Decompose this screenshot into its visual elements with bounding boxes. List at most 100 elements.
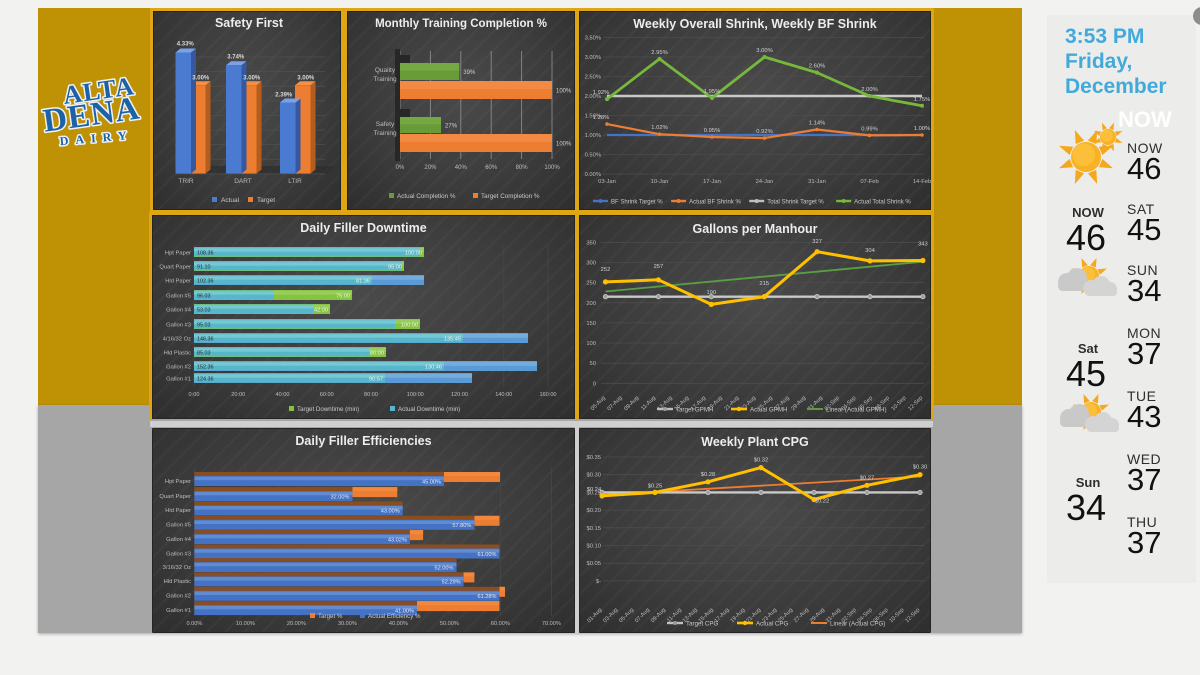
svg-text:215: 215 — [759, 281, 769, 287]
svg-text:146.36: 146.36 — [197, 336, 214, 342]
svg-text:3.50%: 3.50% — [585, 36, 601, 42]
svg-text:3.00%: 3.00% — [585, 55, 601, 61]
svg-text:Gallon #4: Gallon #4 — [166, 307, 192, 313]
svg-text:1.02%: 1.02% — [651, 125, 667, 131]
svg-text:91.10: 91.10 — [197, 264, 211, 270]
svg-text:Actual Downtime (min): Actual Downtime (min) — [398, 406, 460, 413]
svg-text:Safety First: Safety First — [215, 16, 284, 30]
svg-text:Hld Plastic: Hld Plastic — [164, 350, 191, 356]
svg-text:07-Feb: 07-Feb — [860, 179, 878, 185]
svg-text:$0.30: $0.30 — [586, 473, 601, 479]
svg-text:Gallon #3: Gallon #3 — [166, 322, 191, 328]
svg-text:03-Aug: 03-Aug — [602, 607, 619, 624]
svg-text:2.00%: 2.00% — [861, 87, 877, 93]
svg-text:TRIR: TRIR — [178, 178, 193, 185]
svg-text:Actual BF Shrink %: Actual BF Shrink % — [689, 200, 741, 206]
svg-text:10-Sep: 10-Sep — [891, 395, 908, 412]
svg-text:Actual Completion %: Actual Completion % — [397, 193, 456, 200]
svg-text:Actual CPG: Actual CPG — [756, 621, 789, 628]
svg-text:Quart Paper: Quart Paper — [159, 264, 191, 270]
svg-text:Gallon #1: Gallon #1 — [166, 376, 191, 382]
svg-text:Hld Plastic: Hld Plastic — [164, 579, 191, 585]
svg-text:1.75%: 1.75% — [914, 97, 930, 103]
svg-text:327: 327 — [812, 239, 822, 245]
svg-text:05-Aug: 05-Aug — [618, 607, 635, 624]
svg-text:20.00%: 20.00% — [287, 621, 306, 627]
svg-text:343: 343 — [918, 242, 928, 248]
svg-text:50.00%: 50.00% — [440, 621, 459, 627]
svg-text:14-Feb: 14-Feb — [913, 179, 931, 185]
svg-text:Actual Efficiency %: Actual Efficiency % — [368, 613, 421, 620]
svg-text:Gallons per Manhour: Gallons per Manhour — [692, 222, 817, 236]
svg-text:42:00: 42:00 — [314, 307, 328, 313]
svg-text:190: 190 — [706, 290, 716, 296]
svg-text:1.28%: 1.28% — [593, 115, 609, 121]
svg-text:LTIR: LTIR — [288, 178, 302, 185]
svg-text:10-Jan: 10-Jan — [651, 179, 669, 185]
svg-text:Gallon #1: Gallon #1 — [166, 608, 191, 614]
svg-text:100:00: 100:00 — [405, 250, 422, 256]
svg-text:$0.25: $0.25 — [586, 490, 601, 496]
svg-text:61.28%: 61.28% — [478, 594, 497, 600]
svg-text:Daily Filler Downtime: Daily Filler Downtime — [300, 221, 426, 235]
svg-text:52.00%: 52.00% — [435, 565, 454, 571]
svg-text:2.60%: 2.60% — [809, 64, 825, 70]
svg-text:3.00%: 3.00% — [243, 75, 261, 81]
svg-text:27-Aug: 27-Aug — [793, 607, 810, 624]
svg-text:17-Jan: 17-Jan — [703, 179, 721, 185]
svg-text:2.95%: 2.95% — [651, 50, 667, 56]
svg-text:45.00%: 45.00% — [422, 479, 441, 485]
svg-text:3.00%: 3.00% — [192, 75, 210, 81]
svg-text:160:00: 160:00 — [539, 392, 556, 398]
svg-text:05-Aug: 05-Aug — [590, 395, 607, 412]
svg-text:Actual GPMH: Actual GPMH — [750, 407, 787, 414]
svg-text:$0.22: $0.22 — [815, 498, 830, 504]
svg-text:Daily Filler Efficiencies: Daily Filler Efficiencies — [295, 434, 431, 448]
svg-text:130:46: 130:46 — [425, 364, 442, 370]
svg-text:Safety: Safety — [376, 121, 395, 128]
svg-text:Monthly Training Completion %: Monthly Training Completion % — [375, 18, 547, 30]
svg-text:3/16/32 Oz: 3/16/32 Oz — [163, 565, 191, 571]
svg-text:39%: 39% — [463, 70, 476, 76]
svg-text:24-Jan: 24-Jan — [756, 179, 774, 185]
svg-text:135:45: 135:45 — [444, 336, 461, 342]
svg-text:81:36: 81:36 — [356, 278, 370, 284]
svg-text:200: 200 — [586, 301, 596, 307]
svg-text:$0.30: $0.30 — [913, 465, 928, 471]
svg-text:70.00%: 70.00% — [542, 621, 561, 627]
svg-text:DART: DART — [234, 178, 252, 185]
svg-text:41.00%: 41.00% — [395, 608, 414, 614]
svg-text:Hpt Paper: Hpt Paper — [165, 250, 191, 256]
svg-text:150: 150 — [586, 321, 596, 327]
svg-text:0%: 0% — [396, 165, 405, 171]
svg-text:1.00%: 1.00% — [585, 133, 601, 139]
svg-text:60:00: 60:00 — [320, 392, 334, 398]
svg-text:1.50%: 1.50% — [585, 114, 601, 120]
svg-text:BF Shrink Target %: BF Shrink Target % — [611, 200, 663, 206]
svg-text:01-Aug: 01-Aug — [586, 607, 603, 624]
svg-text:50: 50 — [590, 361, 596, 367]
svg-text:Gallon #3: Gallon #3 — [166, 551, 191, 557]
svg-text:100%: 100% — [556, 89, 572, 95]
svg-text:Target Downtime (min): Target Downtime (min) — [297, 406, 359, 413]
svg-text:DAIRY: DAIRY — [59, 128, 134, 148]
svg-text:1.14%: 1.14% — [809, 121, 825, 127]
svg-text:53.03: 53.03 — [197, 307, 211, 313]
svg-text:100%: 100% — [544, 165, 560, 171]
svg-text:85.03: 85.03 — [197, 350, 211, 356]
svg-text:Gallon #2: Gallon #2 — [166, 594, 191, 600]
svg-text:10.00%: 10.00% — [236, 621, 255, 627]
svg-text:29-Aug: 29-Aug — [790, 395, 807, 412]
svg-text:4.33%: 4.33% — [177, 42, 195, 48]
svg-text:60%: 60% — [485, 165, 498, 171]
svg-text:20:00: 20:00 — [231, 392, 245, 398]
svg-text:61.00%: 61.00% — [478, 552, 497, 558]
svg-text:1.92%: 1.92% — [593, 90, 609, 96]
svg-text:43.00%: 43.00% — [381, 509, 400, 515]
svg-text:$0.20: $0.20 — [586, 508, 601, 514]
svg-text:2.39%: 2.39% — [275, 93, 293, 99]
svg-text:40:00: 40:00 — [276, 392, 290, 398]
svg-text:96.03: 96.03 — [197, 293, 211, 299]
svg-text:140:00: 140:00 — [495, 392, 512, 398]
svg-text:80:00: 80:00 — [370, 350, 384, 356]
